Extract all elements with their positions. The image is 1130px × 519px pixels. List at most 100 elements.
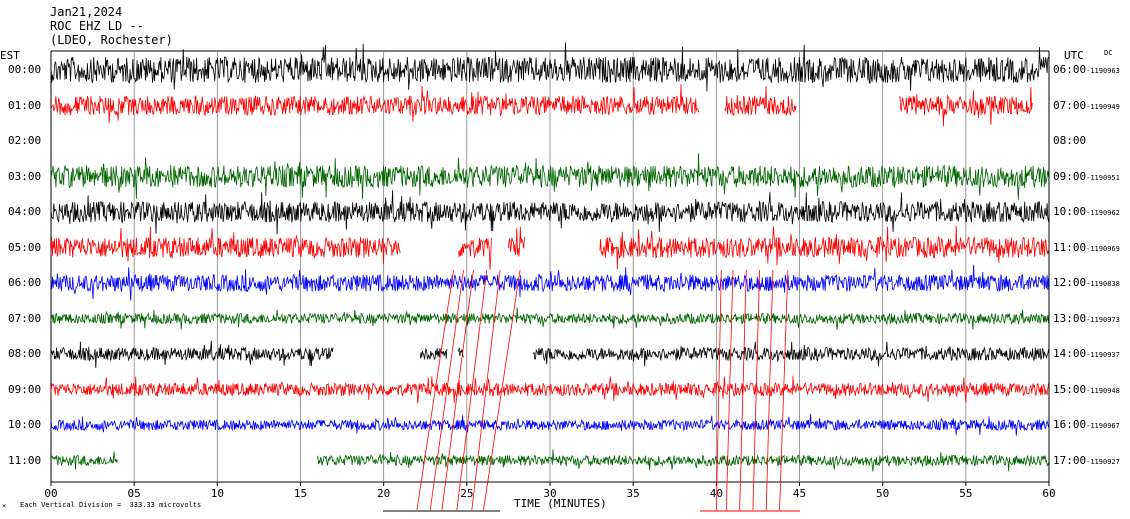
trace-segment	[50, 375, 1049, 404]
trace-segment	[724, 85, 797, 116]
sloping-trace-line	[416, 269, 454, 511]
sloping-trace-line	[765, 269, 774, 511]
est-hour-label: 02:00	[8, 134, 42, 147]
trace-segment	[533, 341, 1049, 367]
sloping-trace-line	[471, 269, 501, 511]
dc-offset-value: -1190949	[1086, 102, 1120, 111]
utc-hour-text: 07:00	[1053, 98, 1087, 112]
plot-date: Jan21,2024	[50, 5, 123, 19]
trace-segment	[50, 84, 700, 124]
x-tick-label: 45	[793, 487, 806, 500]
utc-hour-label: 10:00-1190962	[1053, 206, 1120, 219]
utc-axis-label: UTC	[1064, 49, 1084, 62]
utc-hour-label: 15:00-1190948	[1053, 382, 1120, 397]
est-hour-label: 09:00	[8, 382, 42, 396]
sloping-trace-line	[779, 269, 789, 511]
dc-offset-value: -1190963	[1086, 67, 1120, 75]
trace-segment	[50, 42, 1049, 92]
x-tick-label: 00	[44, 487, 57, 500]
sloping-trace-line	[441, 269, 474, 511]
trace-segment	[50, 264, 1049, 301]
utc-hour-label: 08:00	[1053, 135, 1086, 147]
dc-label: DC	[1104, 49, 1113, 57]
x-tick-label: 15	[294, 487, 307, 500]
sloping-trace-line	[483, 269, 521, 511]
utc-hour-text: 10:00	[1053, 205, 1087, 218]
station-network: (LDEO, Rochester)	[50, 33, 173, 47]
sloping-trace-line	[725, 269, 734, 511]
est-axis-label: EST	[0, 49, 20, 62]
x-tick-label: 60	[1042, 487, 1055, 500]
x-tick-label: 35	[627, 487, 640, 500]
dc-offset-value: -1190969	[1086, 244, 1120, 253]
utc-hour-label: 16:00-1190967	[1053, 419, 1120, 432]
x-tick-label: 05	[128, 487, 141, 500]
utc-hour-text: 15:00	[1053, 382, 1087, 396]
x-tick-label: 50	[876, 487, 889, 500]
dc-offset-value: -1190927	[1086, 457, 1120, 466]
utc-hour-text: 16:00	[1053, 418, 1087, 431]
utc-hour-text: 11:00	[1053, 240, 1087, 254]
trace-segment	[508, 226, 525, 257]
utc-hour-text: 13:00	[1053, 311, 1087, 325]
trace-segment	[50, 190, 1049, 235]
dc-offset-value: -1190948	[1086, 386, 1120, 395]
trace-segment	[50, 413, 1049, 436]
est-hour-label: 11:00	[8, 453, 42, 467]
station-code: ROC EHZ LD --	[50, 19, 144, 33]
trace-segment	[50, 152, 1049, 201]
dc-offset-value: -1190838	[1086, 280, 1120, 288]
est-hour-label: 00:00	[8, 63, 42, 76]
x-tick-label: 55	[959, 487, 972, 500]
trace-segment	[50, 451, 118, 470]
trace-segment	[50, 226, 401, 265]
traces	[50, 42, 1049, 472]
trace-segment	[898, 87, 1033, 127]
x-tick-label: 25	[460, 487, 473, 500]
utc-hour-text: 06:00	[1053, 63, 1087, 76]
est-hour-label: 08:00	[8, 347, 42, 360]
utc-hour-text: 12:00	[1053, 276, 1087, 289]
est-hour-label: 03:00	[8, 169, 42, 183]
utc-hour-text: 17:00	[1053, 453, 1087, 467]
sloping-trace-line	[456, 269, 488, 511]
dc-offset-value: -1190937	[1086, 351, 1120, 359]
utc-hour-label: 11:00-1190969	[1053, 240, 1120, 255]
utc-hour-text: 08:00	[1053, 134, 1087, 147]
dc-offset-value: -1190973	[1086, 315, 1120, 324]
utc-hour-label: 07:00-1190949	[1053, 98, 1120, 113]
dc-offset-value: -1190962	[1086, 209, 1120, 217]
est-hour-label: 01:00	[8, 98, 42, 112]
trace-segment	[50, 340, 334, 368]
trace-segment	[458, 237, 492, 270]
utc-hour-label: 06:00-1190963	[1053, 64, 1120, 77]
footer-origin-mark: ⨯	[2, 502, 7, 510]
utc-hour-label: 12:00-1190838	[1053, 277, 1120, 290]
sloping-trace-line	[752, 269, 760, 511]
sloping-trace-line	[429, 269, 464, 511]
x-tick-label: 10	[211, 487, 224, 500]
est-hour-label: 10:00	[8, 418, 42, 431]
sloping-trace-line	[739, 269, 747, 511]
utc-hour-text: 09:00	[1053, 169, 1087, 183]
utc-hour-label: 13:00-1190973	[1053, 311, 1120, 326]
overlay	[383, 269, 800, 512]
trace-segment	[599, 225, 1049, 270]
x-tick-label: 30	[543, 487, 556, 500]
x-axis: 00 05 10 15 20 25 30 35 40 45 50 55 60	[44, 482, 1056, 500]
gridlines	[50, 50, 1050, 483]
utc-hour-label: 17:00-1190927	[1053, 453, 1120, 468]
est-hour-label: 06:00	[8, 276, 42, 289]
x-axis-label: TIME (MINUTES)	[514, 497, 607, 510]
scale-footer: Each Vertical Division = 333.33 microvol…	[20, 501, 202, 509]
est-hour-label: 04:00	[8, 205, 42, 218]
utc-hour-label: 09:00-1190951	[1053, 169, 1120, 184]
trace-segment	[50, 307, 1049, 330]
est-hour-label: 05:00	[8, 240, 42, 254]
dc-offset-value: -1190951	[1086, 173, 1120, 182]
trace-segment	[316, 449, 1049, 472]
dc-offset-value: -1190967	[1086, 422, 1120, 430]
sloping-trace-line	[715, 269, 722, 511]
x-tick-label: 20	[377, 487, 390, 500]
